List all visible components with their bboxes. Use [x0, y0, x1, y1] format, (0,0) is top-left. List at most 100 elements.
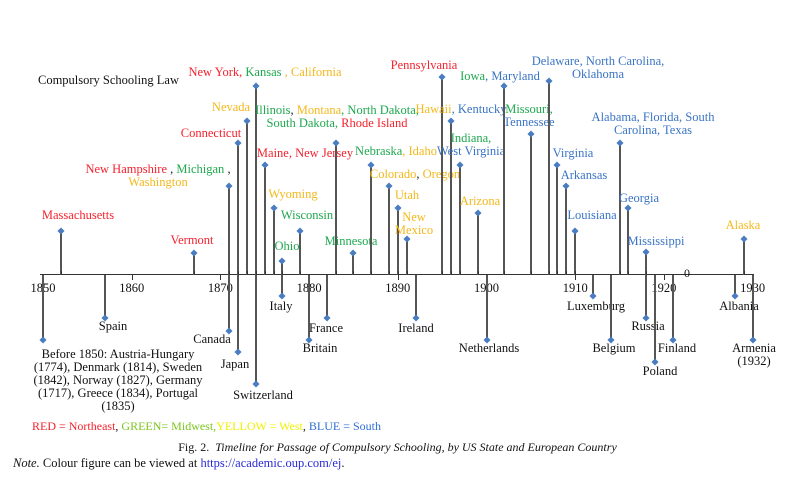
- state-name: Arkansas: [560, 168, 608, 182]
- event-stem: [503, 86, 506, 275]
- event-marker: [527, 130, 535, 138]
- event-marker: [296, 227, 304, 235]
- event-marker: [500, 82, 508, 90]
- us-state-label: Virginia: [553, 147, 594, 160]
- state-name: Nevada: [211, 100, 251, 114]
- state-name: Pennsylvania: [390, 58, 458, 72]
- event-marker: [616, 139, 624, 147]
- event-marker: [243, 117, 251, 125]
- event-marker: [261, 161, 269, 169]
- state-name: Nebraska: [355, 144, 403, 158]
- country-name: (1932): [737, 354, 771, 368]
- label-line: New York, Kansas , California: [188, 66, 341, 79]
- country-label: France: [309, 322, 343, 335]
- us-state-label: Delaware, North Carolina, Oklahoma: [532, 55, 665, 81]
- state-name: West Virginia: [436, 144, 506, 158]
- event-tick: [619, 271, 621, 275]
- event-stem: [272, 208, 275, 275]
- state-name: Washington: [128, 175, 188, 189]
- us-state-label: Colorado, Oregon: [370, 168, 460, 181]
- us-state-label: Mississippi: [628, 235, 685, 248]
- event-tick: [628, 271, 630, 275]
- us-state-label: New York, Kansas , California: [188, 66, 341, 79]
- event-marker: [57, 227, 65, 235]
- event-marker: [270, 204, 278, 212]
- state-name: Delaware, North Carolina,: [531, 54, 665, 68]
- us-state-label: Massachusetts: [42, 209, 114, 222]
- us-state-label: Nevada: [212, 101, 250, 114]
- axis-tick-label: 1890: [385, 281, 411, 295]
- us-state-label: Wyoming: [268, 188, 317, 201]
- event-stem: [237, 275, 240, 352]
- label-line: Alaska: [726, 219, 761, 232]
- label-line: Nevada: [212, 101, 250, 114]
- state-name: ,: [281, 65, 291, 79]
- event-tick: [566, 271, 568, 275]
- event-stem: [450, 121, 453, 275]
- event-stem: [370, 165, 373, 275]
- event-stem: [556, 165, 559, 275]
- state-name: Mexico: [394, 223, 434, 237]
- event-stem: [59, 231, 62, 275]
- label-line: Tennessee: [503, 116, 554, 129]
- state-name: ,: [167, 162, 177, 176]
- label-line: Carolina, Texas: [592, 124, 715, 137]
- country-name: Spain: [98, 319, 128, 333]
- event-stem: [458, 165, 461, 275]
- event-stem: [414, 275, 417, 318]
- event-tick: [60, 271, 62, 275]
- event-tick: [255, 271, 257, 275]
- us-state-label: Arkansas: [561, 169, 608, 182]
- axis-tick: [663, 275, 665, 280]
- state-name: Missouri,: [505, 102, 553, 116]
- axis-tick: [220, 275, 222, 280]
- us-state-label: Indiana, West Virginia: [437, 132, 505, 158]
- us-state-label: Iowa, Maryland: [460, 70, 540, 83]
- state-name: ,: [290, 103, 297, 117]
- axis-tick: [131, 275, 133, 280]
- event-marker: [642, 248, 650, 256]
- us-state-label: Minnesota: [325, 235, 378, 248]
- legend-item: YELLOW = West: [216, 419, 303, 433]
- event-stem: [627, 208, 630, 275]
- label-line: Louisiana: [567, 209, 616, 222]
- us-state-label: Alaska: [726, 219, 761, 232]
- event-stem: [529, 134, 532, 275]
- label-line: Hawaii, Kentucky: [416, 103, 507, 116]
- state-name: ,: [416, 167, 423, 181]
- us-state-label: Nebraska, Idaho: [355, 145, 437, 158]
- event-stem: [733, 275, 736, 296]
- state-name: Kansas: [245, 65, 282, 79]
- us-state-label: Alabama, Florida, South Carolina, Texas: [592, 111, 715, 137]
- state-name: Alabama, Florida, South: [591, 110, 715, 124]
- country-label: Poland: [643, 365, 678, 378]
- event-stem: [334, 143, 337, 275]
- label-line: Nebraska, Idaho: [355, 145, 437, 158]
- event-stem: [441, 77, 444, 275]
- event-marker: [349, 249, 357, 257]
- label-line: Pennsylvania: [391, 59, 458, 72]
- label-line: Virginia: [553, 147, 594, 160]
- legend-item: BLUE = South: [308, 419, 381, 433]
- country-name: Switzerland: [233, 388, 293, 402]
- event-stem: [246, 121, 248, 275]
- country-label: Before 1850: Austria-Hungary (1774), Denm…: [33, 348, 202, 413]
- state-name: Michigan: [176, 162, 225, 176]
- journal-link[interactable]: https://academic.oup.com/ej: [200, 456, 342, 470]
- country-label: Finland: [658, 342, 696, 355]
- us-state-label: New Hampshire , Michigan , Washington: [85, 163, 230, 189]
- state-name: Alaska: [725, 218, 761, 232]
- state-name: New Hampshire: [85, 162, 168, 176]
- axis-tick-label: 1860: [119, 281, 145, 295]
- state-name: Colorado: [369, 167, 417, 181]
- event-stem: [742, 239, 745, 275]
- state-name: Utah: [394, 188, 420, 202]
- label-line: New Hampshire , Michigan ,: [85, 163, 230, 176]
- event-stem: [476, 213, 479, 275]
- us-state-label: Maine, New Jersey: [257, 147, 353, 160]
- event-tick: [264, 271, 266, 275]
- country-name: Netherlands: [458, 341, 520, 355]
- state-name: Rhode Island: [341, 116, 408, 130]
- event-stem: [485, 275, 488, 340]
- state-name: ,: [224, 162, 231, 176]
